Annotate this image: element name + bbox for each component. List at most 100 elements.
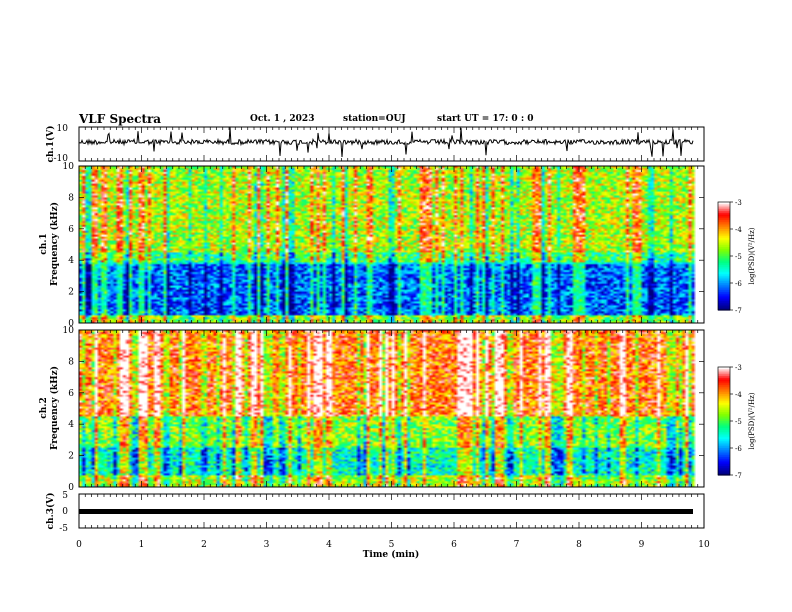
ch1-spectrogram-ticks: [78, 166, 705, 323]
x-axis-label: Time (min): [363, 549, 420, 560]
colorbar-tick-label: -4: [735, 391, 742, 399]
colorbar-swatch: [718, 455, 730, 458]
colorbar-swatch: [718, 451, 730, 454]
colorbar-swatch: [718, 261, 730, 264]
colorbar-swatch: [718, 462, 730, 465]
colorbar-swatch: [718, 284, 730, 288]
colorbar-swatch: [718, 236, 730, 239]
colorbar-swatch: [718, 395, 730, 399]
y-tick-label: 0: [68, 319, 74, 329]
figure-title: VLF Spectra: [79, 112, 162, 126]
colorbar-swatch: [718, 464, 730, 467]
colorbar-swatch: [718, 270, 730, 273]
colorbar-swatch: [718, 449, 730, 453]
ch3-waveform-ticks: [78, 494, 705, 528]
colorbar-swatch: [718, 218, 730, 221]
colorbar-swatch: [718, 370, 730, 373]
colorbar-swatch: [718, 437, 730, 440]
colorbar-swatch: [718, 440, 730, 444]
colorbar-swatch: [718, 229, 730, 232]
colorbar-tick-label: -6: [735, 445, 742, 453]
colorbar-swatch: [718, 207, 730, 210]
colorbar-swatch: [718, 277, 730, 280]
colorbar-swatch: [718, 292, 730, 295]
colorbar-swatch: [718, 238, 730, 241]
y-tick-label: 4: [68, 256, 74, 266]
colorbar-swatch: [718, 388, 730, 391]
colorbar-swatch: [718, 435, 730, 438]
panel-ch3-waveform: 5 0 -5 ch.3(V): [45, 491, 705, 534]
colorbar-swatch: [718, 286, 730, 289]
x-tick-label: 9: [639, 540, 645, 550]
colorbar-tick-label: -6: [735, 280, 742, 288]
panel-ch1-waveform: 10 -10 ch.1(V): [45, 124, 705, 164]
ch2-spectrogram-ylabel: ch.2: [39, 397, 49, 418]
colorbar-swatch: [718, 467, 730, 471]
colorbar-swatch: [718, 433, 730, 436]
y-tick-label: 8: [68, 193, 74, 203]
colorbar-swatch: [718, 297, 730, 300]
colorbar-swatch: [718, 221, 730, 225]
colorbar-swatch: [718, 419, 730, 422]
colorbar-ch1: -3 -4 -5 -6 -7 log(PSD)(V²/Hz): [717, 199, 756, 315]
colorbar-tick-label: -5: [735, 253, 742, 261]
colorbar-swatch: [718, 424, 730, 427]
ch2-spectrogram-yticklabels: 0 2 4 6 8 10: [63, 326, 704, 493]
colorbar-swatch: [718, 446, 730, 449]
x-tick-label: 3: [264, 540, 270, 550]
colorbar-swatch: [718, 415, 730, 418]
ch3-waveform-band: [79, 509, 693, 514]
colorbar-swatch: [718, 428, 730, 431]
colorbar-swatch: [718, 381, 730, 384]
colorbar-swatch: [718, 469, 730, 472]
x-tick-label: 0: [76, 540, 82, 550]
colorbar-swatch: [718, 299, 730, 302]
colorbar-swatch: [718, 254, 730, 257]
colorbar-swatch: [718, 403, 730, 406]
colorbar-swatch: [718, 404, 730, 408]
colorbar-swatch: [718, 444, 730, 447]
spectrogram-raster: [79, 166, 704, 323]
colorbar-swatch: [718, 406, 730, 409]
colorbar-swatch: [718, 453, 730, 456]
colorbar-swatch: [718, 232, 730, 235]
colorbar-swatch: [718, 256, 730, 259]
colorbar-swatch: [718, 390, 730, 393]
colorbar-swatch: [718, 412, 730, 415]
colorbar-label: log(PSD)(V²/Hz): [748, 227, 756, 284]
colorbar-swatch: [718, 408, 730, 411]
colorbar-tick-label: -3: [735, 364, 742, 372]
colorbar-swatch: [718, 203, 730, 207]
colorbar-swatch: [718, 247, 730, 250]
colorbar-swatch: [718, 288, 730, 291]
colorbar-swatch: [718, 466, 730, 469]
colorbar-swatch: [718, 223, 730, 226]
ch1-spectrogram-yticklabels: 0 2 4 6 8 10: [63, 162, 704, 329]
ch1-waveform-ylabel: ch.1(V): [45, 126, 56, 163]
start-time-label: start UT = 17: 0 : 0: [437, 114, 534, 124]
y-tick-label: 10: [63, 326, 75, 336]
colorbar-swatch: [718, 376, 730, 379]
x-tick-label: 2: [201, 540, 207, 550]
ch3-waveform-ylabel: ch.3(V): [45, 493, 56, 530]
x-axis-ticklabels: 0 1 2 3 4 5 6 7 8 9 10: [76, 540, 710, 550]
colorbar-swatch: [718, 209, 730, 212]
colorbar-swatch: [718, 293, 730, 297]
station-label: station=OUJ: [343, 114, 406, 124]
colorbar-swatch: [718, 399, 730, 402]
ch3-ytick-mid: 0: [62, 507, 68, 517]
colorbar-swatch: [718, 377, 730, 381]
x-tick-label: 5: [389, 540, 395, 550]
colorbar-swatch: [718, 413, 730, 417]
colorbar-swatch: [718, 274, 730, 277]
colorbar-swatch: [718, 417, 730, 420]
colorbar-swatch: [718, 430, 730, 433]
colorbar-swatch: [718, 225, 730, 228]
ch2-spectrogram-ticks: [78, 330, 705, 487]
y-tick-label: 2: [68, 452, 74, 462]
colorbar-swatch: [718, 421, 730, 424]
ch1-spectrogram-ylabel: ch.1: [39, 233, 49, 254]
colorbar-swatch: [718, 205, 730, 208]
colorbar-swatch: [718, 283, 730, 286]
colorbar-swatch: [718, 214, 730, 217]
